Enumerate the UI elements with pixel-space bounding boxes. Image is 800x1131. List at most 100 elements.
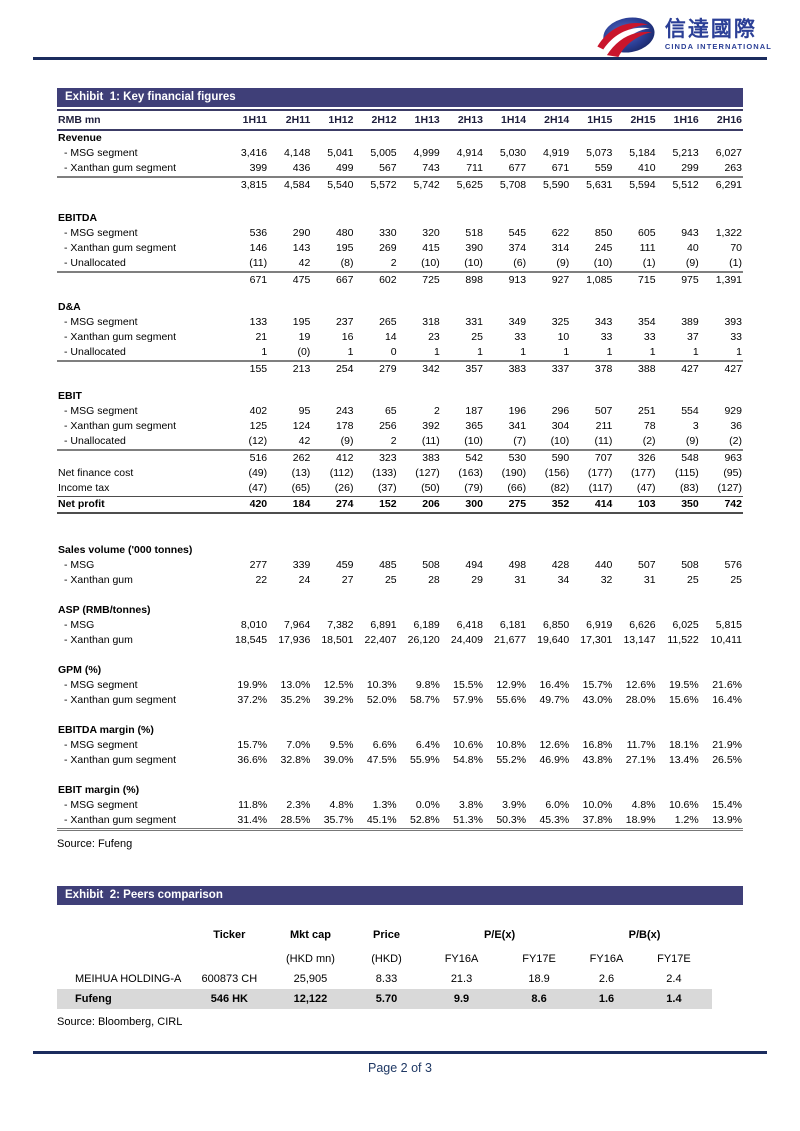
value-cell: (47) xyxy=(636,482,656,494)
table-row: - Xanthan gum segment 399 436 499 567 743 711 6… xyxy=(57,161,743,177)
value-cell xyxy=(570,211,613,226)
value-cell xyxy=(268,130,311,146)
value-cell: (82) xyxy=(550,482,570,494)
table-row: - MSG segment 133 195 237 265 318 331 349 325 343… xyxy=(57,315,743,330)
value-cell: (177) xyxy=(587,467,613,479)
column-header-row: RMB mn 1H11 2H11 1H12 2H12 1H13 2H13 1H14 2H14 1H… xyxy=(57,109,743,131)
row-label: - MSG segment xyxy=(64,227,138,239)
exhibit2-source: Source: Bloomberg, CIRL xyxy=(57,1016,183,1028)
value-cell: (7) xyxy=(513,435,527,447)
value-cell xyxy=(484,723,527,738)
value-cell: (11) xyxy=(421,435,440,447)
value-cell: 4,919 xyxy=(542,147,570,159)
row-label: ASP (RMB/tonnes) xyxy=(58,604,151,616)
value-cell: 667 xyxy=(311,271,355,288)
value-cell: 410 xyxy=(638,162,656,174)
period-header: 2H11 xyxy=(268,109,312,131)
exhibit2-title: Exhibit 2: Peers comparison xyxy=(57,886,743,905)
value-cell xyxy=(354,130,397,146)
value-cell: 415 xyxy=(422,242,440,254)
value-cell: 36 xyxy=(730,420,742,432)
value-cell xyxy=(527,783,570,798)
spacer-row xyxy=(57,708,743,723)
value-cell: 40 xyxy=(687,242,699,254)
value-cell: 1.2% xyxy=(656,813,700,831)
value-cell: (163) xyxy=(458,467,483,479)
value-cell xyxy=(268,663,311,678)
row-label: - MSG xyxy=(64,619,95,631)
period-header: 1H13 xyxy=(397,109,441,131)
value-cell: 711 xyxy=(466,162,483,174)
table-row: - Xanthan gum segment 125 124 178 256 392 365 3… xyxy=(57,419,743,434)
value-cell: 1,085 xyxy=(570,271,614,288)
spacer-row xyxy=(57,193,743,211)
value-cell xyxy=(225,783,268,798)
value-cell xyxy=(613,300,656,315)
value-cell: 54.8% xyxy=(453,754,483,766)
table-row: 3,815 4,584 5,540 5,572 5,742 5,625 5,708 5,590… xyxy=(57,176,743,193)
value-cell: 111 xyxy=(639,242,656,254)
value-cell: 320 xyxy=(422,227,440,239)
value-cell xyxy=(527,603,570,618)
value-cell: (2) xyxy=(642,435,656,447)
value-cell xyxy=(441,603,484,618)
row-label: - Xanthan gum segment xyxy=(57,813,225,831)
exhibit2-table: Ticker Mkt cap Price P/E(x) P/B(x) (HKD mn) (H… xyxy=(57,917,712,1009)
value-cell xyxy=(398,211,441,226)
value-cell: (13) xyxy=(291,467,311,479)
value-cell xyxy=(311,130,354,146)
table-row: - Unallocated (11) 42 (8) 2 (10) (10) (6) (9) (10… xyxy=(57,256,743,272)
value-cell: 10,411 xyxy=(710,634,742,646)
value-cell xyxy=(398,603,441,618)
value-cell: 49.7% xyxy=(539,694,570,706)
value-cell: 17,301 xyxy=(580,634,613,646)
value-cell: 420 xyxy=(225,496,269,514)
value-cell xyxy=(225,663,268,678)
value-cell: 354 xyxy=(638,316,656,328)
value-cell: 5,742 xyxy=(397,176,441,193)
value-cell: (177) xyxy=(631,467,656,479)
value-cell: 4,914 xyxy=(456,147,483,159)
value-cell: 57.9% xyxy=(453,694,483,706)
value-cell xyxy=(398,389,441,404)
value-cell xyxy=(484,663,527,678)
value-cell xyxy=(225,723,268,738)
value-cell xyxy=(225,300,268,315)
table-row: - Xanthan gum 18,545 17,936 18,501 22,407 26,… xyxy=(57,633,743,648)
value-cell xyxy=(311,783,354,798)
value-cell: 206 xyxy=(397,496,441,514)
value-cell: 21.9% xyxy=(712,739,742,751)
value-cell: 3 xyxy=(692,420,699,432)
value-cell: 3.8% xyxy=(459,799,483,811)
value-cell: 15.7% xyxy=(237,739,268,751)
row-label: - MSG segment xyxy=(64,316,138,328)
value-cell xyxy=(225,130,268,146)
value-cell: 6,626 xyxy=(629,619,656,631)
value-cell xyxy=(700,543,743,558)
value-cell xyxy=(225,211,268,226)
value-cell: (9) xyxy=(685,435,699,447)
value-cell: 265 xyxy=(379,316,397,328)
value-cell: 671 xyxy=(225,271,269,288)
value-cell: (10) xyxy=(464,435,483,447)
table-row: - Unallocated 1 (0) 1 0 1 1 1 1 1 1 1 1 xyxy=(57,345,743,361)
value-cell: 5,213 xyxy=(672,147,699,159)
value-cell: 1,391 xyxy=(699,271,743,288)
row-label: - Xanthan gum segment xyxy=(64,162,177,174)
value-cell: (37) xyxy=(377,482,397,494)
value-cell: 326 xyxy=(613,449,657,466)
value-cell: 33 xyxy=(730,331,742,343)
value-cell: 339 xyxy=(292,559,311,571)
value-cell: 929 xyxy=(724,405,742,417)
value-cell: 743 xyxy=(422,162,440,174)
value-cell: 243 xyxy=(335,405,354,417)
value-cell: (47) xyxy=(248,482,268,494)
value-cell: 11.8% xyxy=(238,799,268,811)
value-cell: 677 xyxy=(508,162,527,174)
value-cell xyxy=(613,543,656,558)
value-cell: 399 xyxy=(249,162,268,174)
value-cell: 304 xyxy=(551,420,570,432)
value-cell: 602 xyxy=(354,271,398,288)
value-cell: 279 xyxy=(354,360,398,377)
